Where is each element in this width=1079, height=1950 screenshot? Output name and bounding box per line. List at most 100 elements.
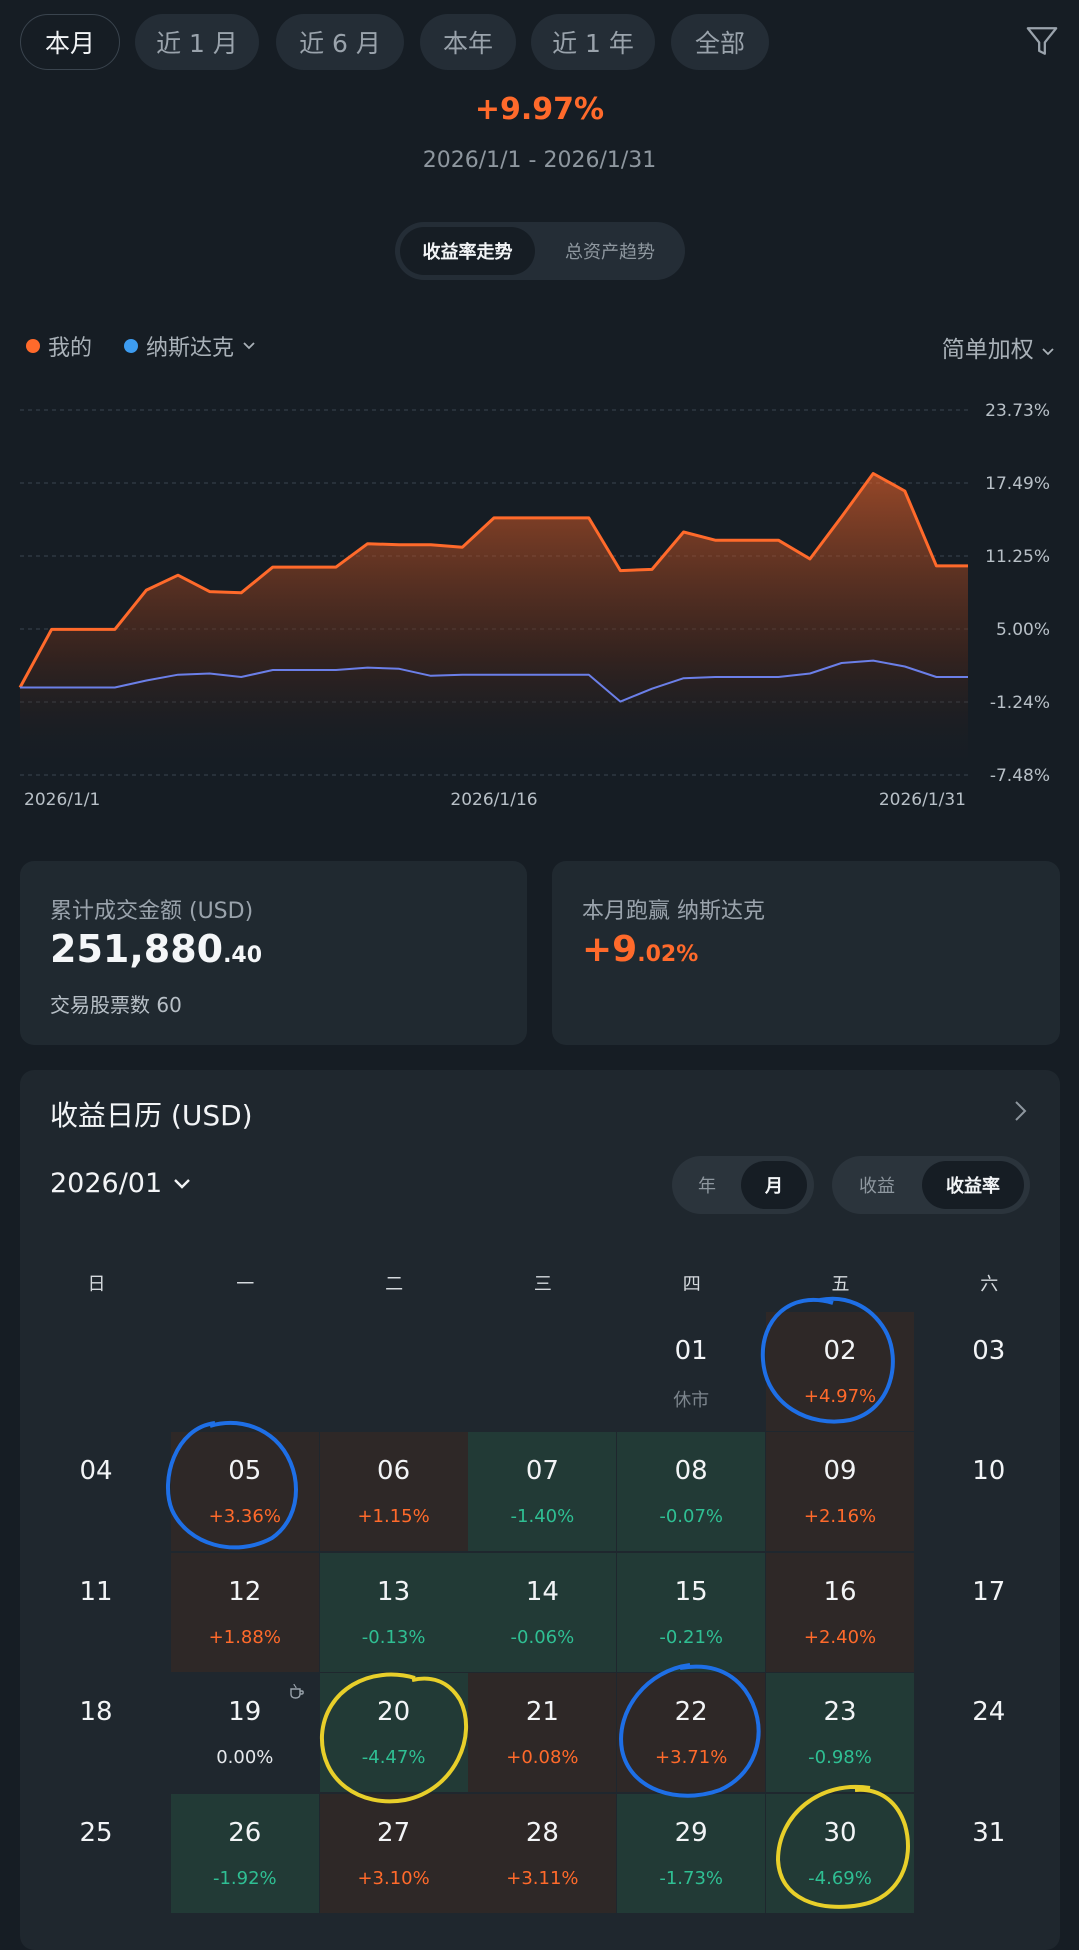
- toggle-return-trend[interactable]: 收益率走势: [400, 227, 535, 275]
- day-return: -0.21%: [659, 1626, 724, 1648]
- traded-stocks-count: 交易股票数 60: [50, 993, 182, 1017]
- benchmark-selector[interactable]: 纳斯达克: [124, 330, 256, 362]
- weekday-label: 二: [385, 1274, 404, 1295]
- day-number: 29: [674, 1817, 708, 1848]
- day-return: 0.00%: [216, 1747, 274, 1769]
- day-return: +3.10%: [357, 1867, 430, 1889]
- calendar-day-05[interactable]: 05 +3.36%: [170, 1432, 319, 1552]
- day-number: 01: [674, 1336, 708, 1366]
- day-number: 22: [674, 1697, 708, 1728]
- calendar-day-30[interactable]: 30 -4.69%: [766, 1793, 914, 1913]
- day-return: -0.13%: [361, 1626, 426, 1648]
- toggle-asset-trend[interactable]: 总资产趋势: [565, 242, 655, 263]
- beat-value-main: +9: [582, 929, 638, 970]
- chart-view-toggle: 收益率走势 总资产趋势: [395, 222, 685, 280]
- day-number: 03: [972, 1336, 1006, 1366]
- day-return: +1.88%: [208, 1626, 281, 1648]
- volume-amount: 251,880.40: [50, 927, 262, 971]
- period-tabs: 本月 近 1 月 近 6 月 本年 近 1 年 全部: [20, 14, 1059, 72]
- tab-all[interactable]: 全部: [671, 14, 769, 70]
- tab-1-year[interactable]: 近 1 年: [531, 14, 655, 70]
- x-label-end: 2026/1/31: [879, 790, 966, 810]
- day-return: +2.40%: [803, 1626, 877, 1648]
- chevron-right-icon[interactable]: [1010, 1098, 1030, 1124]
- calendar-day-10[interactable]: 10: [915, 1432, 1063, 1551]
- series-benchmark-line: [20, 659, 968, 703]
- calendar-day-20[interactable]: 20 -4.47%: [319, 1673, 468, 1793]
- day-number: 12: [228, 1576, 262, 1607]
- legend-benchmark-dot-icon: [124, 339, 139, 353]
- tab-this-month[interactable]: 本月: [20, 14, 120, 70]
- calendar-day-17[interactable]: 17: [915, 1553, 1063, 1672]
- calendar-period-toggle: 年 月: [672, 1156, 814, 1214]
- calendar-day-14[interactable]: 14 -0.06%: [468, 1552, 617, 1672]
- day-return: -0.07%: [659, 1506, 724, 1528]
- beat-label: 本月跑赢 纳斯达克: [582, 899, 765, 924]
- calendar-day-03[interactable]: 03: [915, 1312, 1063, 1431]
- toggle-year[interactable]: 年: [698, 1176, 716, 1197]
- calendar-day-06[interactable]: 06 +1.15%: [319, 1432, 468, 1552]
- calendar-day-16[interactable]: 16 +2.40%: [766, 1552, 914, 1672]
- series-mine-area: [20, 473, 968, 775]
- volume-amount-main: 251,880: [50, 927, 224, 971]
- toggle-profit[interactable]: 收益: [859, 1176, 895, 1197]
- tab-1-month[interactable]: 近 1 月: [135, 14, 259, 70]
- beat-value-dec: .02%: [637, 942, 699, 967]
- toggle-month[interactable]: 月: [741, 1161, 807, 1209]
- volume-label: 累计成交金额 (USD): [50, 899, 254, 924]
- day-number: 17: [972, 1576, 1006, 1607]
- calendar-day-01[interactable]: 01 休市: [617, 1312, 765, 1431]
- day-return: -1.40%: [510, 1506, 575, 1528]
- legend-mine: 我的: [26, 330, 92, 362]
- tab-6-months[interactable]: 近 6 月: [276, 14, 404, 70]
- calendar-day-22[interactable]: 22 +3.71%: [617, 1673, 766, 1793]
- calendar-day-25[interactable]: 25: [22, 1794, 170, 1913]
- calendar-day-27[interactable]: 27 +3.10%: [319, 1793, 468, 1913]
- day-return: -1.92%: [212, 1867, 277, 1889]
- day-number: 06: [377, 1456, 411, 1487]
- day-number: 04: [79, 1456, 113, 1487]
- calendar-day-26[interactable]: 26 -1.92%: [170, 1793, 319, 1913]
- day-number: 10: [972, 1456, 1006, 1487]
- calendar-day-02[interactable]: 02 +4.97%: [766, 1312, 914, 1431]
- month-value: 2026/01: [50, 1168, 163, 1199]
- day-return: -0.06%: [510, 1626, 575, 1648]
- calendar-day-04[interactable]: 04: [22, 1432, 170, 1551]
- tab-this-year[interactable]: 本年: [420, 14, 516, 70]
- date-range: 2026/1/1 - 2026/1/31: [422, 148, 657, 173]
- day-number: 02: [823, 1336, 857, 1366]
- day-number: 28: [525, 1817, 559, 1848]
- calendar-day-13[interactable]: 13 -0.13%: [319, 1552, 468, 1672]
- calendar-day-09[interactable]: 09 +2.16%: [766, 1432, 914, 1552]
- weighting-label: 简单加权: [941, 337, 1034, 363]
- month-picker[interactable]: 2026/01: [50, 1168, 192, 1199]
- calendar-day-23[interactable]: 23 -0.98%: [766, 1673, 914, 1793]
- day-return: +2.16%: [803, 1506, 877, 1528]
- calendar-day-31[interactable]: 31: [915, 1794, 1063, 1913]
- weekday-label: 一: [236, 1274, 255, 1295]
- day-number: 09: [823, 1456, 857, 1487]
- volume-amount-dec: .40: [223, 943, 263, 968]
- weekday-header: 日一二三四五六: [20, 1270, 1060, 1310]
- calendar-day-19[interactable]: 19 0.00%: [171, 1673, 319, 1792]
- day-number: 27: [377, 1817, 411, 1848]
- calendar-day-29[interactable]: 29 -1.73%: [617, 1793, 766, 1913]
- beat-benchmark-card: 本月跑赢 纳斯达克 +9.02%: [552, 861, 1060, 1045]
- day-number: 05: [228, 1456, 262, 1487]
- calendar-day-28[interactable]: 28 +3.11%: [468, 1793, 617, 1913]
- calendar-day-07[interactable]: 07 -1.40%: [468, 1432, 617, 1552]
- day-number: 24: [972, 1697, 1006, 1728]
- filter-icon[interactable]: [1025, 24, 1059, 58]
- y-tick-label: 11.25%: [985, 547, 1050, 567]
- calendar-day-12[interactable]: 12 +1.88%: [170, 1552, 319, 1672]
- calendar-day-11[interactable]: 11: [22, 1553, 170, 1672]
- calendar-day-24[interactable]: 24: [915, 1673, 1063, 1792]
- day-return: -0.98%: [808, 1747, 872, 1769]
- y-tick-label: 23.73%: [985, 401, 1050, 421]
- calendar-day-15[interactable]: 15 -0.21%: [617, 1552, 766, 1672]
- calendar-day-21[interactable]: 21 +0.08%: [468, 1673, 617, 1793]
- weighting-selector[interactable]: 简单加权: [942, 330, 1055, 364]
- toggle-return-rate[interactable]: 收益率: [922, 1161, 1024, 1209]
- calendar-day-08[interactable]: 08 -0.07%: [617, 1432, 766, 1552]
- calendar-day-18[interactable]: 18: [22, 1673, 170, 1792]
